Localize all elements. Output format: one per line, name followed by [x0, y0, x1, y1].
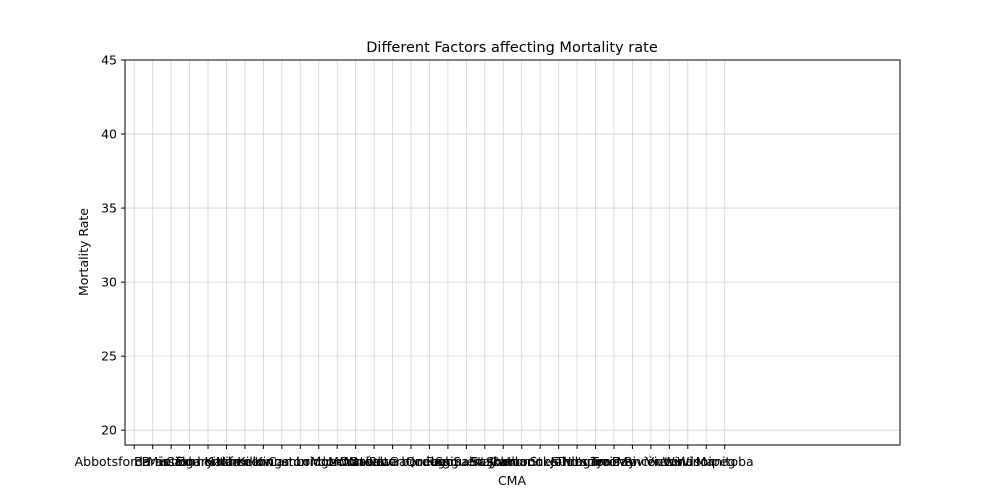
x-tick-label: Brantford: [142, 454, 201, 469]
y-tick-label: 25: [101, 349, 117, 364]
x-axis-label: CMA: [498, 473, 527, 488]
x-tick-label: Montréal: [328, 454, 383, 469]
y-tick-label: 20: [101, 423, 117, 438]
x-tick-label: Trois-Rivières: [590, 454, 674, 469]
y-tick-label: 45: [101, 53, 117, 68]
x-tick-label: Peterborough: [369, 454, 453, 469]
x-tick-label: Thunder Bay: [555, 454, 636, 469]
x-tick-label: Vancouver: [618, 454, 685, 469]
x-tick-label: Windsor: [662, 454, 714, 469]
x-tick-label: Sudbury: [551, 454, 604, 469]
x-tick-label: Saguenay: [435, 454, 498, 469]
x-tick-label: Abbotsford-Mission: [75, 454, 194, 469]
y-tick-label: 30: [101, 275, 117, 290]
x-tick-label: Halifax: [205, 454, 248, 469]
plot-area-frame: [124, 59, 901, 446]
x-tick-label: Toronto: [590, 454, 637, 469]
x-tick-label: Manitoba: [696, 454, 754, 469]
x-tick-label: Hamilton: [217, 454, 274, 469]
x-tick-label: Winnipeg: [677, 454, 735, 469]
x-tick-label: Kitchener-Cambridge-Waterloo: [204, 454, 396, 469]
x-tick-label: Saint John: [453, 454, 516, 469]
y-tick-label: 40: [101, 127, 117, 142]
y-axis-label: Mortality Rate: [76, 208, 91, 296]
chart-title: Different Factors affecting Mortality ra…: [366, 40, 658, 56]
x-tick-label: Oshawa: [349, 454, 399, 469]
x-tick-label: Sherbrooke: [486, 454, 558, 469]
y-tick-label: 35: [101, 201, 117, 216]
x-tick-label: Barrie: [134, 454, 172, 469]
x-tick-label: Moncton: [310, 454, 364, 469]
x-tick-label: Calgary: [166, 454, 215, 469]
x-tick-label: Kelowna: [237, 454, 289, 469]
x-tick-label: St. Catharines-Niagara: [469, 454, 611, 469]
x-tick-label: Regina: [427, 454, 470, 469]
x-tick-label: Victoria: [646, 454, 693, 469]
x-tick-label: Kingston: [255, 454, 310, 469]
tick-layer: 20 25 30 35 40 45 Abbotsford-MissionBarrieBran…: [75, 53, 754, 470]
x-tick-label: Ottawa-Gatineau: [339, 454, 446, 469]
x-tick-label: London: [296, 454, 342, 469]
x-tick-label: Edmonton: [176, 454, 240, 469]
x-tick-label: Québec: [405, 454, 453, 469]
x-tick-label: St. John's: [530, 454, 588, 469]
x-tick-label: Saskatoon: [471, 454, 536, 469]
